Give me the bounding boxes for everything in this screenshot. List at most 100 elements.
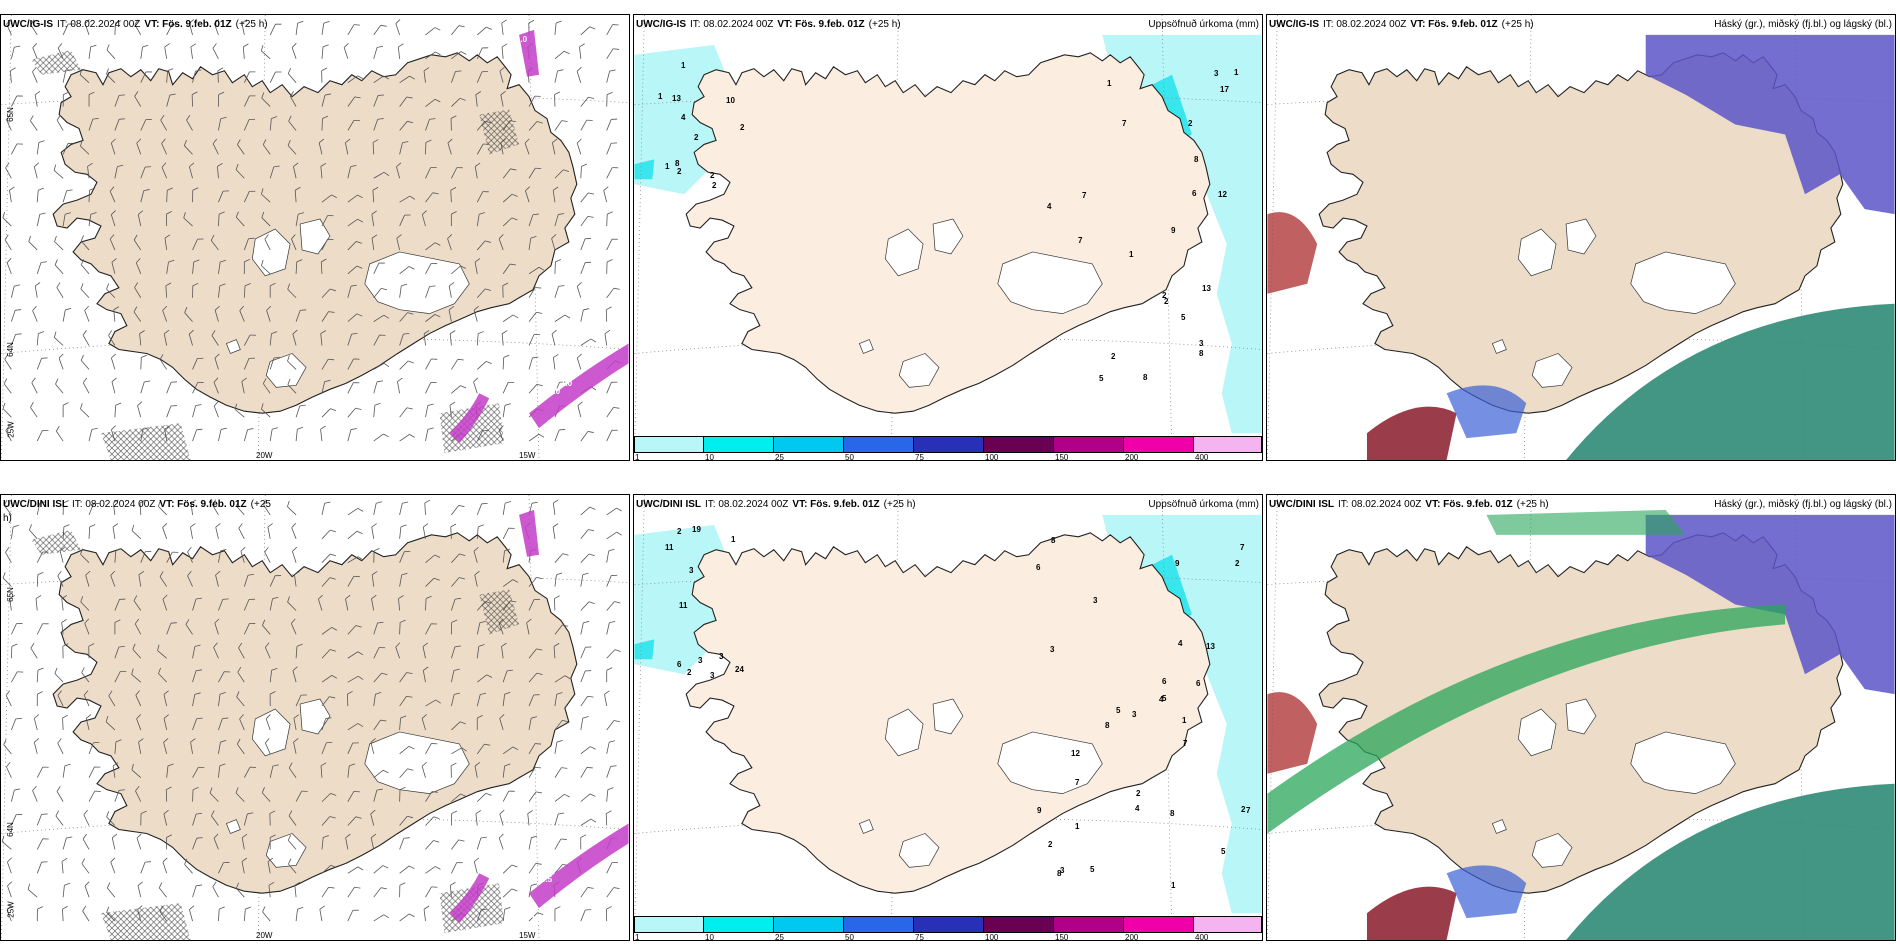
precip-value: 7 (1246, 806, 1251, 815)
model-name: UWC/IG-IS (636, 19, 686, 30)
wind-speed-label: 1.0 (516, 35, 528, 44)
glacier-outline (932, 218, 964, 255)
colorbar-tick: 75 (915, 933, 924, 941)
precip-value: 17 (1220, 85, 1229, 94)
precip-value: 4 (1178, 639, 1183, 648)
panel-subtitle: Uppsöfnuð úrkoma (mm) (1148, 499, 1259, 510)
precip-value: 1 (1182, 716, 1187, 725)
lat-label: 64N (5, 822, 15, 837)
precip-value: 2 (677, 527, 682, 536)
glacier-outline (1531, 833, 1573, 868)
valid-time: VT: Fös. 9.feb. 01Z (1425, 499, 1513, 510)
precip-value: 2 (712, 181, 717, 190)
precip-value: 24 (735, 665, 744, 674)
hatch-area (479, 589, 520, 635)
precip-value: 1 (681, 61, 686, 70)
hatch-area (31, 529, 82, 555)
precip-colorbar: 1 10 25 50 75 100 150 200 400 (634, 434, 1262, 460)
precip-value: 7 (1240, 543, 1245, 552)
precip-value: 7 (1082, 191, 1087, 200)
wind-map-igis: UWC/IG-IS IT: 08.02.2024 00Z VT: Fös. 9.fe… (0, 14, 630, 461)
precip-value: 9 (1171, 226, 1176, 235)
precip-value: 7 (1075, 778, 1080, 787)
precip-value: 5 (1181, 313, 1186, 322)
cloud-layers (1267, 34, 1895, 460)
precip-value: 12 (1071, 749, 1080, 758)
precip-value: 3 (1060, 866, 1065, 875)
wind-speed-label: 0.5 (541, 875, 553, 884)
glacier-outline (932, 698, 964, 735)
precip-value: 1 (731, 535, 736, 544)
colorbar-segment (1054, 916, 1124, 933)
precip-value: 7 (1122, 119, 1127, 128)
colorbar-tick: 200 (1125, 933, 1139, 941)
precip-value: 3 (1132, 710, 1137, 719)
colorbar-frame (634, 916, 1262, 933)
model-name: UWC/DINI ISL (636, 499, 701, 510)
init-time: IT: 08.02.2024 00Z (1338, 499, 1422, 510)
precip-value: 19 (692, 525, 701, 534)
init-time: IT: 08.02.2024 00Z (690, 19, 774, 30)
precip-value: 12 (1218, 190, 1227, 199)
colorbar-segment (1194, 436, 1262, 453)
glacier-outline (898, 833, 940, 868)
precip-value: 1 (658, 92, 663, 101)
lon-label: 20W (256, 931, 273, 940)
colorbar-tick: 200 (1125, 453, 1139, 461)
precip-value: 2 (740, 123, 745, 132)
wind-speed-label: 1.5 (586, 585, 598, 594)
colorbar-tick: 100 (985, 933, 999, 941)
precip-value: 1 (1107, 79, 1112, 88)
precip-value: 10 (726, 96, 735, 105)
colorbar-tick: 10 (705, 453, 714, 461)
wind-barbs (2, 19, 621, 442)
glacier-outline (1565, 218, 1597, 255)
lat-label: 64N (5, 342, 15, 357)
glacier-outline (1517, 228, 1557, 277)
glacier-outline (1531, 353, 1573, 388)
precip-value: 11 (665, 543, 674, 552)
glacier-outline (225, 819, 241, 834)
precip-value: 8 (1199, 349, 1204, 358)
precip-value: 3 (1214, 69, 1219, 78)
panel-subtitle: Háský (gr.), miðský (fj.bl.) og lágský (… (1714, 19, 1892, 30)
lon-label: 15W (519, 931, 536, 940)
colorbar-segment (634, 436, 704, 453)
glacier-outline (299, 218, 331, 255)
init-time: IT: 08.02.2024 00Z (705, 499, 789, 510)
precip-value: 2 (1164, 297, 1169, 306)
precip-value: 1 (1171, 881, 1176, 890)
colorbar-segment (634, 916, 704, 933)
precip-value: 3 (719, 652, 724, 661)
colorbar-segment (914, 916, 984, 933)
precip-map-igis: 2 1 8 13 10 2 2 4 2 2 1 1 1 2 6 3 4 17 13 12 3 2 5 8 9 8 7 7 8 7 5 1 2 2 1… (633, 14, 1263, 461)
wind-speed-label: 1.0 (576, 835, 588, 844)
glacier-outline (997, 251, 1103, 315)
precip-value: 6 (1162, 677, 1167, 686)
panel-title: UWC/IG-IS IT: 08.02.2024 00Z VT: Fös. 9.fe… (636, 19, 901, 30)
colorbar-segment (1194, 916, 1262, 933)
colorbar-tick: 50 (845, 453, 854, 461)
colorbar-segment (1124, 436, 1194, 453)
lat-label: 25W (6, 421, 16, 438)
precip-value: 2 (694, 133, 699, 142)
precip-value: 5 (1221, 847, 1226, 856)
precip-value: 8 (1143, 373, 1148, 382)
glacier-outline (884, 708, 924, 757)
wind-speed-label: 1.5 (513, 420, 525, 429)
model-name: UWC/IG-IS (3, 19, 53, 30)
precip-value: 9 (1175, 559, 1180, 568)
precip-value: 2 (677, 167, 682, 176)
colorbar-tick: 50 (845, 933, 854, 941)
panel-title: UWC/DINI ISL IT: 08.02.2024 00Z VT: Fös. 9… (1269, 499, 1549, 510)
colorbar-tick: 25 (775, 453, 784, 461)
precip-value: 3 (1050, 645, 1055, 654)
lead-time: (+25 (250, 499, 271, 510)
cloud-map-dini: UWC/DINI ISL IT: 08.02.2024 00Z VT: Fös. 9… (1266, 494, 1896, 941)
glacier-outline (225, 339, 241, 354)
glacier-outline (1565, 698, 1597, 735)
colorbar-tick: 150 (1055, 453, 1069, 461)
model-name: UWC/DINI ISL (3, 499, 68, 510)
colorbar-tick: 400 (1195, 453, 1209, 461)
lead-time: (+25 h) (235, 19, 268, 30)
